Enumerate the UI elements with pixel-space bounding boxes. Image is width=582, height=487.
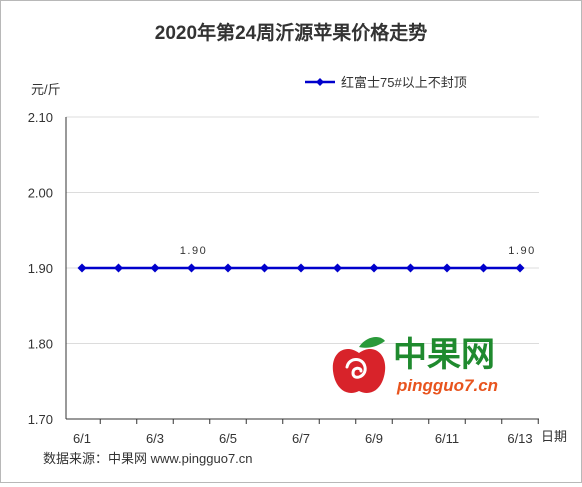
- y-tick-label: 2.00: [28, 186, 53, 201]
- chart-title: 2020年第24周沂源苹果价格走势: [155, 21, 427, 44]
- x-tick-label: 6/1: [73, 431, 91, 446]
- data-label: 1.90: [180, 245, 207, 257]
- legend: 红富士75#以上不封顶: [305, 75, 467, 90]
- source-text: 数据来源：中果网 www.pingguo7.cn: [43, 451, 253, 466]
- watermark-url: pingguo7.cn: [396, 376, 498, 395]
- x-tick-label: 6/5: [219, 431, 237, 446]
- data-point: [406, 263, 415, 273]
- legend-marker: [316, 78, 324, 86]
- y-tick-label: 2.10: [28, 110, 53, 125]
- watermark-brand: 中果网: [393, 336, 495, 374]
- axes: 2.10 2.00 1.90 1.80 1.70 6/1 6/3 6/5 6/7 6/9 6/11 6…: [28, 110, 539, 446]
- apple-logo-icon: [332, 337, 386, 393]
- grid-lines: [66, 116, 539, 344]
- y-tick-label: 1.90: [28, 261, 53, 276]
- data-point: [187, 263, 196, 273]
- data-point: [260, 263, 269, 273]
- y-tick-label: 1.80: [28, 337, 53, 352]
- data-point: [296, 263, 306, 273]
- data-point: [333, 263, 342, 273]
- watermark: 中果网 pingguo7.cn: [332, 336, 498, 395]
- x-tick-label: 6/3: [146, 431, 164, 446]
- y-tick-label: 1.70: [28, 412, 53, 427]
- x-tick-label: 6/7: [292, 431, 310, 446]
- x-axis-label: 日期: [541, 429, 567, 444]
- apple-leaf: [359, 337, 385, 348]
- data-point: [369, 263, 379, 273]
- data-point: [515, 263, 525, 273]
- legend-label: 红富士75#以上不封顶: [341, 75, 467, 90]
- data-label: 1.90: [508, 245, 535, 257]
- data-labels: 1.90 1.90: [180, 245, 535, 257]
- x-tick-label: 6/13: [507, 431, 532, 446]
- data-point: [150, 263, 160, 273]
- data-point: [442, 263, 452, 273]
- apple-swirl: [345, 358, 367, 379]
- data-point: [77, 263, 87, 273]
- x-tick-label: 6/9: [365, 431, 383, 446]
- data-point: [114, 263, 123, 273]
- x-tick-label: 6/11: [435, 431, 459, 446]
- data-point: [479, 263, 488, 273]
- series-layer: [77, 263, 525, 273]
- apple-body: [332, 349, 386, 393]
- data-point: [223, 263, 233, 273]
- y-axis-label: 元/斤: [31, 82, 61, 97]
